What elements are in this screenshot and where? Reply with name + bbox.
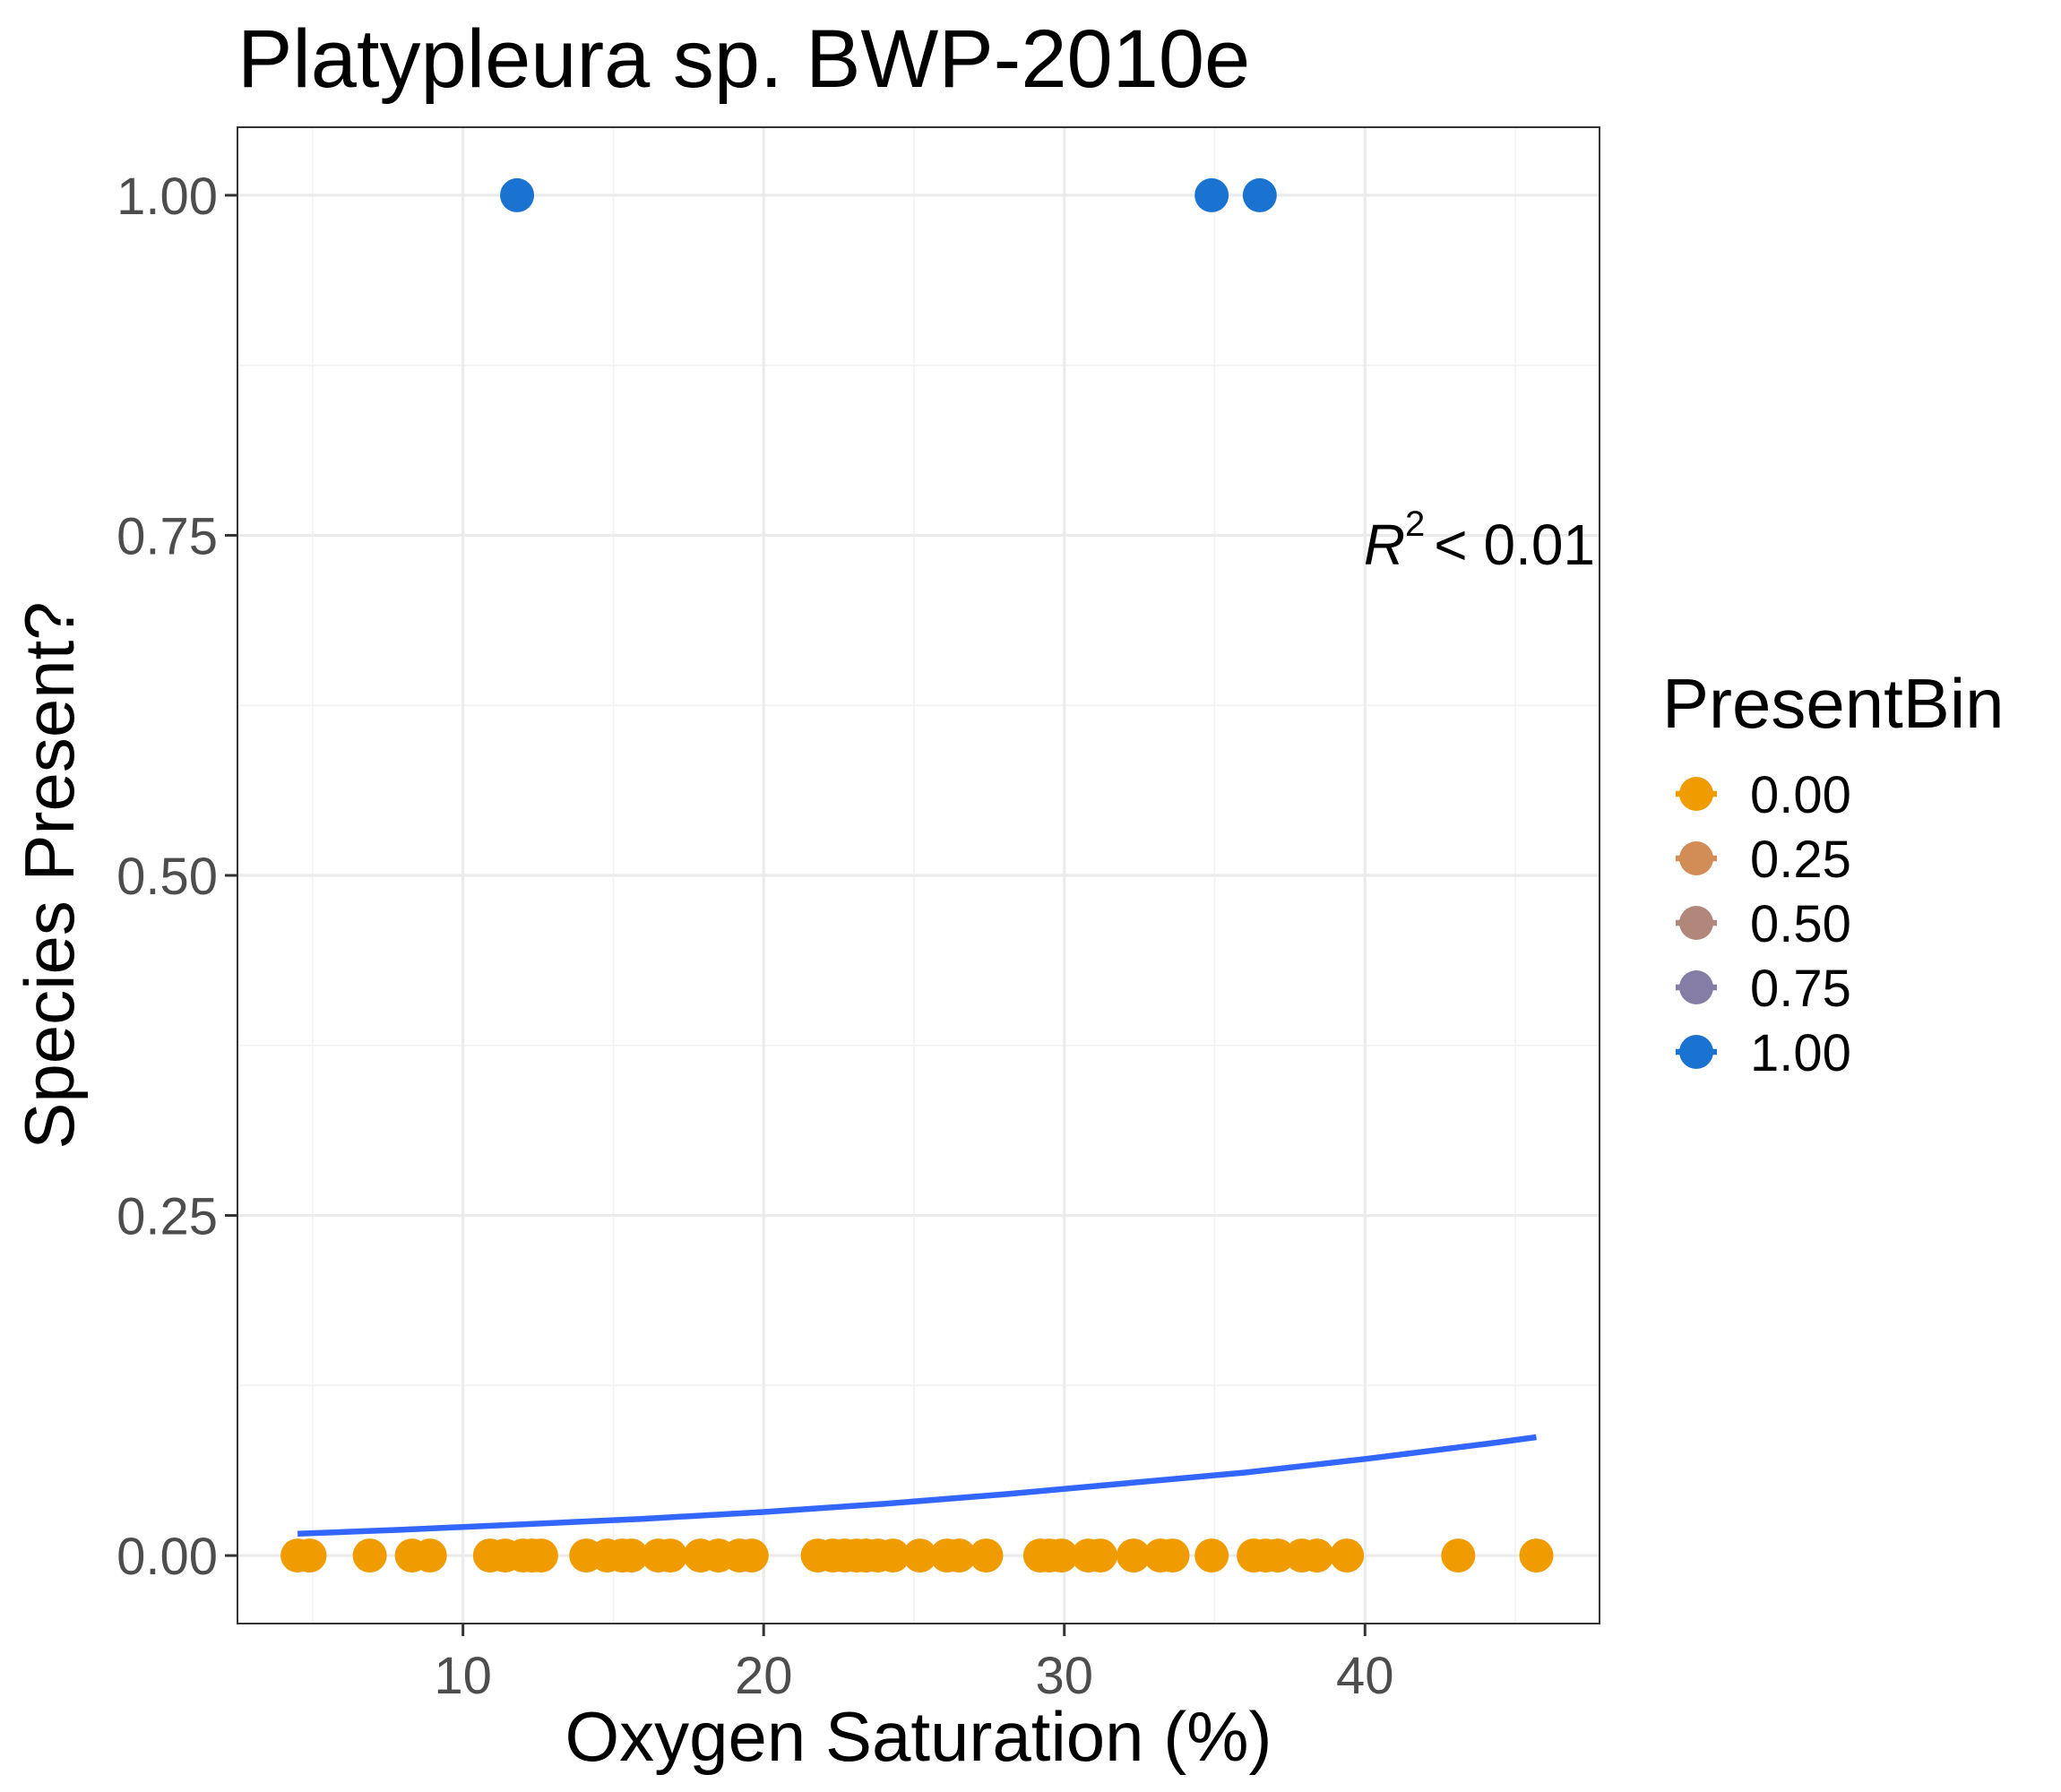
data-point [902,1538,937,1573]
data-point [352,1538,387,1573]
data-point [653,1538,688,1573]
y-tick-label: 0.00 [116,1528,218,1586]
data-point [1116,1538,1151,1573]
data-point [614,1538,649,1573]
data-point [734,1538,769,1573]
legend: PresentBin 0.00 0.25 0.50 0.75 1.00 [1662,664,2005,1082]
y-axis-title: Species Present? [10,601,89,1149]
r-squared-annotation: R2 < 0.01 [1364,504,1595,577]
legend-label: 1.00 [1750,1024,1851,1082]
data-point [969,1538,1004,1573]
data-point [1194,1538,1229,1573]
data-point [1044,1538,1079,1573]
data-point [1299,1538,1334,1573]
legend-key-point [1679,906,1713,940]
data-point [1242,177,1277,212]
legend-item: 0.25 [1676,831,1851,889]
data-point [412,1538,447,1573]
data-point [875,1538,910,1573]
legend-key-point [1679,777,1713,811]
r-superscript: 2 [1405,504,1425,544]
y-tick-label: 0.50 [116,848,218,906]
legend-key-point [1679,1035,1713,1069]
y-tick-label: 1.00 [116,168,218,226]
r-relation: < 0.01 [1434,513,1595,577]
legend-item: 1.00 [1676,1024,1851,1082]
fit-layer [297,1434,1537,1538]
y-tick-label: 0.75 [116,507,218,565]
x-axis: 10 20 30 40 [434,1624,1394,1705]
legend-item: 0.75 [1676,960,1851,1018]
data-point [1441,1538,1476,1573]
legend-items: 0.00 0.25 0.50 0.75 1.00 [1676,766,1851,1082]
legend-label: 0.50 [1750,895,1851,953]
r-symbol: R [1364,513,1405,577]
points-layer [280,177,1554,1573]
chart-title: Platypleura sp. BWP-2010e [237,13,1250,105]
data-point [523,1538,558,1573]
y-tick-label: 0.25 [116,1188,218,1246]
data-point [500,177,535,212]
data-point [1083,1538,1118,1573]
y-axis: 0.00 0.25 0.50 0.75 1.00 [116,168,237,1586]
legend-item: 0.00 [1676,766,1851,824]
legend-key-point [1679,841,1713,875]
x-tick-label: 20 [735,1647,793,1705]
data-point [1519,1538,1554,1573]
data-point [292,1538,327,1573]
legend-label: 0.00 [1750,766,1851,824]
data-point [1194,177,1229,212]
data-point [1155,1538,1190,1573]
x-tick-label: 30 [1035,1647,1093,1705]
legend-title: PresentBin [1662,664,2005,743]
data-point [1260,1538,1295,1573]
legend-label: 0.75 [1750,960,1851,1018]
fit-curve [297,1434,1537,1538]
x-axis-title: Oxygen Saturation (%) [565,1697,1272,1776]
plot-panel [237,126,1600,1624]
legend-label: 0.25 [1750,831,1851,889]
data-point [942,1538,977,1573]
legend-key-point [1679,970,1713,1004]
data-point [1330,1538,1365,1573]
legend-item: 0.50 [1676,895,1851,953]
x-tick-label: 10 [434,1647,492,1705]
x-tick-label: 40 [1336,1647,1394,1705]
